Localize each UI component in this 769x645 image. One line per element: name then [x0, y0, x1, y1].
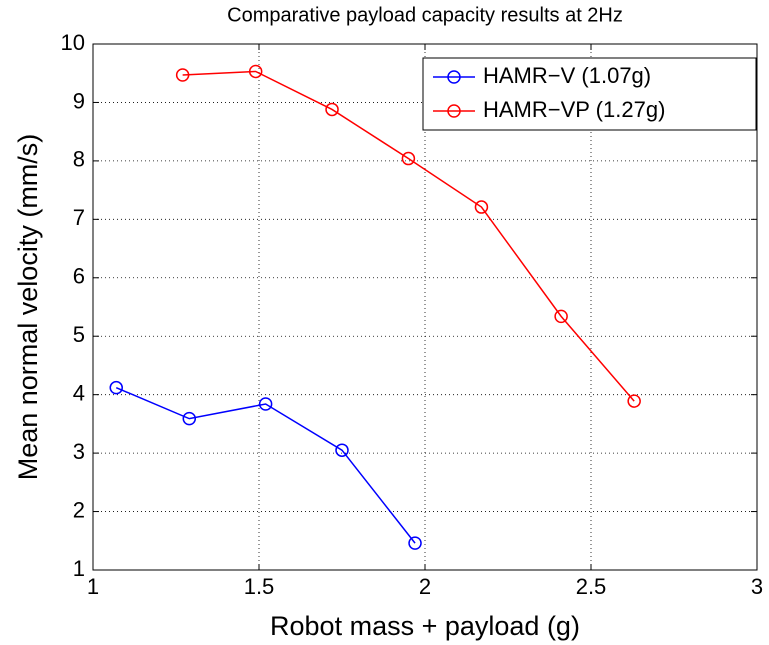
x-tick-label: 1: [87, 574, 99, 599]
y-tick-label: 10: [61, 30, 85, 55]
y-tick-label: 3: [73, 439, 85, 464]
data-point: [408, 536, 422, 550]
legend-label: HAMR−V (1.07g): [483, 63, 651, 88]
y-tick-label: 6: [73, 264, 85, 289]
legend-label: HAMR−VP (1.27g): [483, 97, 665, 122]
x-tick-label: 2: [419, 574, 431, 599]
data-point: [325, 102, 339, 117]
y-tick-label: 5: [73, 322, 85, 347]
series-line: [182, 70, 635, 402]
data-point: [335, 443, 349, 457]
data-point: [109, 380, 123, 395]
y-tick-label: 9: [73, 88, 85, 113]
x-tick-label: 1.5: [244, 574, 275, 599]
chart-title: Comparative payload capacity results at …: [227, 4, 623, 26]
y-tick-label: 8: [73, 147, 85, 172]
series-line: [115, 386, 416, 544]
y-tick-label: 1: [73, 556, 85, 581]
x-axis-label: Robot mass + payload (g): [270, 611, 580, 641]
plot-frame: [92, 43, 758, 571]
legend-marker: [447, 104, 461, 118]
y-tick-label: 7: [73, 205, 85, 230]
y-axis-label: Mean normal velocity (mm/s): [13, 134, 43, 481]
data-point: [182, 411, 197, 426]
data-point: [248, 64, 263, 79]
x-tick-label: 3: [751, 574, 763, 599]
legend-box: [422, 57, 757, 131]
data-point: [258, 397, 273, 411]
data-point: [627, 394, 641, 408]
data-point: [175, 68, 190, 82]
data-point: [474, 200, 489, 214]
x-tick-label: 2.5: [576, 574, 607, 599]
y-tick-label: 4: [73, 380, 85, 405]
legend-marker: [447, 70, 461, 84]
y-tick-label: 2: [73, 497, 85, 522]
data-point: [554, 309, 568, 324]
data-point: [401, 151, 416, 166]
